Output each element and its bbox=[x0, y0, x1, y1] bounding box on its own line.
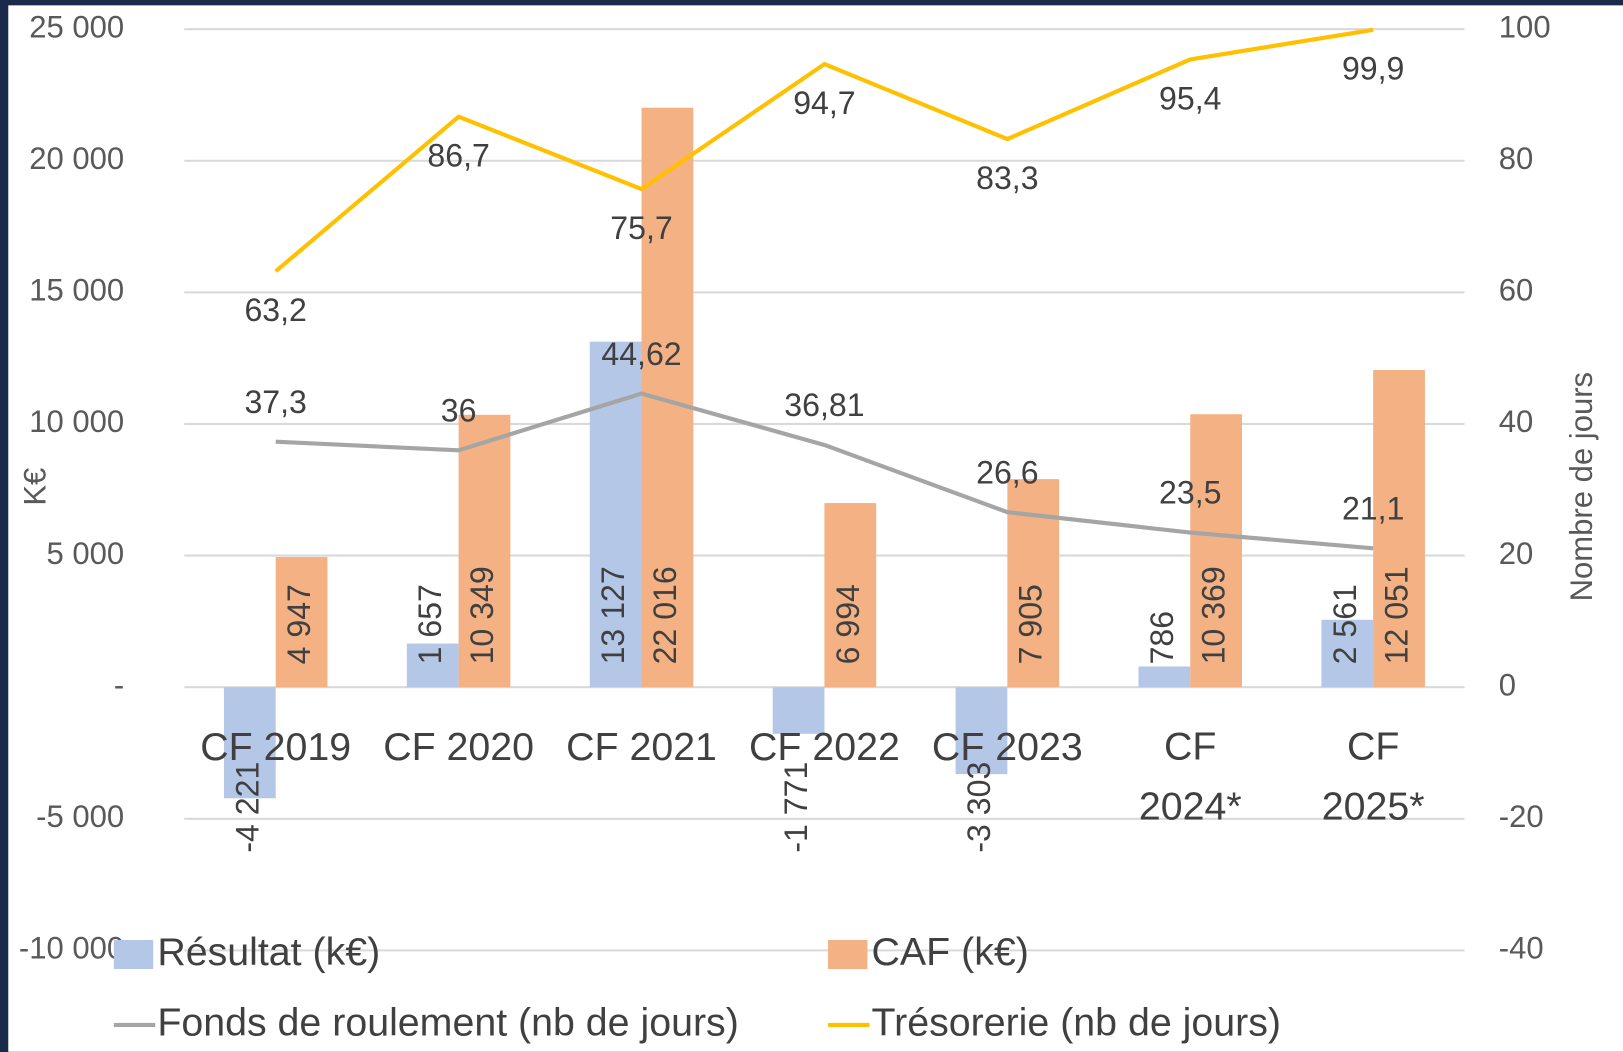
y2-tick-label: 0 bbox=[1499, 667, 1516, 702]
data-label: 22 016 bbox=[647, 566, 683, 664]
y-tick-label: 20 000 bbox=[29, 141, 124, 176]
x-tick-label: CF 2021 bbox=[566, 725, 717, 769]
y-axis-label: K€ bbox=[17, 468, 52, 506]
data-label: 2 561 bbox=[1327, 584, 1363, 664]
data-label: 63,2 bbox=[244, 292, 306, 328]
y-tick-label: -10 000 bbox=[19, 931, 124, 966]
data-label: 10 349 bbox=[464, 566, 500, 664]
bar bbox=[824, 503, 877, 688]
data-label: 83,3 bbox=[976, 160, 1038, 196]
data-label: 10 369 bbox=[1196, 566, 1232, 664]
y2-tick-label: -20 bbox=[1499, 799, 1544, 834]
plot-background bbox=[8, 5, 1623, 1052]
legend-label: Trésorerie (nb de jours) bbox=[872, 1000, 1281, 1044]
y-tick-label: - bbox=[114, 667, 124, 702]
y2-axis-label: Nombre de jours bbox=[1564, 372, 1599, 602]
data-label: 36 bbox=[441, 392, 477, 428]
bar bbox=[223, 687, 276, 799]
bar bbox=[275, 556, 328, 688]
data-label: -4 221 bbox=[229, 762, 265, 853]
y-tick-label: 5 000 bbox=[47, 536, 125, 571]
bar bbox=[589, 341, 642, 688]
data-label: 75,7 bbox=[610, 210, 672, 246]
x-tick-label: CF 2020 bbox=[383, 725, 534, 769]
x-tick-label: CF 2023 bbox=[932, 725, 1083, 769]
data-label: 4 947 bbox=[281, 584, 317, 664]
y-tick-label: 15 000 bbox=[29, 273, 124, 308]
data-label: 1 657 bbox=[412, 584, 448, 664]
data-label: -3 303 bbox=[961, 762, 997, 853]
data-label: 94,7 bbox=[793, 85, 855, 121]
bar bbox=[406, 643, 459, 688]
data-label: 99,9 bbox=[1342, 51, 1404, 87]
legend-label: Fonds de roulement (nb de jours) bbox=[157, 1000, 739, 1044]
data-label: 44,62 bbox=[601, 336, 681, 372]
data-label: 26,6 bbox=[976, 454, 1038, 490]
legend-swatch bbox=[113, 940, 154, 970]
bar bbox=[1190, 414, 1243, 688]
data-label: 86,7 bbox=[427, 138, 489, 174]
data-label: -1 771 bbox=[778, 762, 814, 853]
x-tick-label: CF 2024* bbox=[1139, 725, 1242, 829]
x-tick-label: CF 2022 bbox=[749, 725, 900, 769]
data-label: 786 bbox=[1144, 611, 1180, 665]
data-label: 23,5 bbox=[1159, 475, 1221, 511]
y-tick-label: -5 000 bbox=[36, 799, 124, 834]
x-tick-label: CF 2025* bbox=[1322, 725, 1425, 829]
y2-tick-label: 40 bbox=[1499, 404, 1534, 439]
legend-label: Résultat (k€) bbox=[157, 930, 380, 974]
bar bbox=[772, 687, 825, 734]
bar bbox=[1321, 619, 1374, 688]
line bbox=[275, 391, 1374, 551]
x-tick-label: CF 2019 bbox=[200, 725, 351, 769]
y2-tick-label: 100 bbox=[1499, 9, 1551, 44]
data-label: 21,1 bbox=[1342, 491, 1404, 527]
y2-tick-label: 80 bbox=[1499, 141, 1534, 176]
bar bbox=[1138, 666, 1191, 688]
data-label: 12 051 bbox=[1379, 566, 1415, 664]
bar bbox=[1373, 369, 1425, 688]
data-label: 95,4 bbox=[1159, 80, 1221, 116]
y2-tick-label: 20 bbox=[1499, 536, 1534, 571]
data-label: 13 127 bbox=[595, 566, 631, 664]
legend-swatch bbox=[828, 940, 868, 970]
y2-tick-label: -40 bbox=[1499, 931, 1544, 966]
y-tick-label: 25 000 bbox=[29, 9, 124, 44]
bar bbox=[955, 687, 1008, 775]
bar bbox=[458, 414, 511, 688]
data-label: 6 994 bbox=[830, 584, 866, 664]
legend-label: CAF (k€) bbox=[872, 930, 1029, 974]
y-tick-label: 10 000 bbox=[29, 404, 124, 439]
data-label: 7 905 bbox=[1013, 584, 1049, 664]
y2-tick-label: 60 bbox=[1499, 273, 1534, 308]
line bbox=[274, 27, 1374, 273]
data-label: 37,3 bbox=[244, 384, 306, 420]
data-label: 36,81 bbox=[784, 387, 864, 423]
